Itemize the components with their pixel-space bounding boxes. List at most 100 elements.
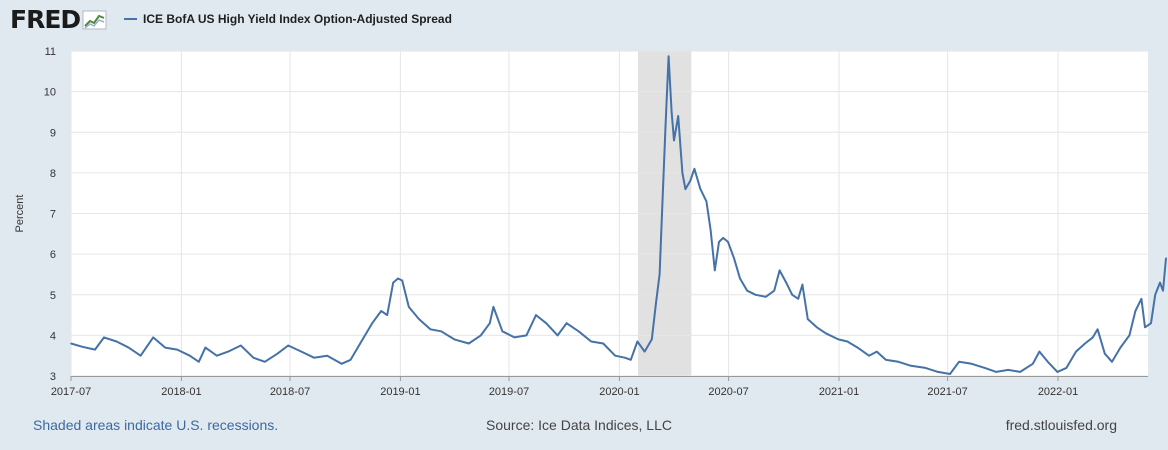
data-point <box>816 326 818 329</box>
data-point <box>693 168 696 170</box>
data-point <box>70 342 72 345</box>
data-point <box>602 342 604 345</box>
data-point <box>995 371 997 373</box>
data-point <box>910 365 912 367</box>
data-point <box>525 334 528 337</box>
data-point <box>1032 363 1034 365</box>
data-point <box>81 345 84 348</box>
data-point <box>1150 322 1152 324</box>
x-tick-label: 2019-01 <box>380 386 420 398</box>
data-point <box>624 356 626 359</box>
line-chart[interactable]: 3 4 5 6 7 8 9 10 11 2017-07 2018-01 2018-07 2019-01 2… <box>0 40 1168 410</box>
data-point <box>667 55 670 58</box>
data-point <box>535 314 537 316</box>
data-point <box>115 340 118 343</box>
data-point <box>1119 346 1122 349</box>
data-point <box>868 354 870 357</box>
data-point <box>746 289 748 292</box>
data-point <box>681 172 684 174</box>
data-point <box>1038 350 1041 353</box>
data-point <box>727 241 729 243</box>
data-point <box>440 330 443 333</box>
data-point <box>1047 360 1049 363</box>
fred-logo-text: FRED <box>10 5 81 34</box>
data-point <box>739 277 741 280</box>
data-point <box>313 356 315 359</box>
data-point <box>468 342 470 345</box>
data-point <box>924 367 927 369</box>
data-point <box>453 338 456 341</box>
data-point <box>176 348 178 351</box>
data-point <box>1056 371 1059 373</box>
data-point <box>1140 298 1143 300</box>
data-point <box>1092 336 1094 339</box>
fred-url-link[interactable]: fred.stlouisfed.org <box>1005 417 1117 433</box>
data-point <box>556 334 559 337</box>
data-point <box>885 358 887 361</box>
data-point <box>577 330 580 333</box>
data-point <box>326 354 329 357</box>
data-point <box>714 269 716 272</box>
data-point <box>797 298 799 300</box>
data-point <box>705 200 708 203</box>
data-point <box>765 295 767 298</box>
data-point <box>1019 371 1021 373</box>
data-point <box>846 340 849 343</box>
y-tick-label: 8 <box>50 168 56 180</box>
data-point <box>958 360 960 363</box>
data-point <box>361 338 364 341</box>
data-point <box>380 310 383 312</box>
x-tick-label: 2021-01 <box>819 386 859 398</box>
data-point <box>545 322 547 324</box>
recession-note-link[interactable]: Shaded areas indicate U.S. recessions. <box>33 417 279 433</box>
chart-footer: Shaded areas indicate U.S. recessions. S… <box>0 410 1168 450</box>
data-point <box>1144 326 1146 329</box>
data-point <box>614 354 616 357</box>
data-point <box>684 188 687 190</box>
data-point <box>513 336 516 339</box>
data-point <box>489 322 491 324</box>
series-line <box>70 55 1167 375</box>
data-point <box>397 277 399 280</box>
y-tick-label: 11 <box>45 46 56 58</box>
data-point <box>689 180 691 182</box>
data-point <box>630 358 632 361</box>
data-point <box>590 340 592 343</box>
data-point <box>801 283 804 286</box>
data-point <box>1065 367 1068 369</box>
data-point <box>1007 369 1009 371</box>
data-point <box>216 354 218 357</box>
data-point <box>837 338 840 341</box>
data-point <box>300 350 303 353</box>
data-point <box>227 350 229 353</box>
y-tick-label: 10 <box>44 87 56 99</box>
data-point <box>664 123 667 125</box>
data-point <box>785 281 787 284</box>
data-point <box>937 371 939 373</box>
data-point <box>673 139 675 142</box>
y-axis-title: Percent <box>14 195 26 233</box>
data-point <box>349 358 352 361</box>
data-point <box>1104 352 1106 355</box>
fred-logo[interactable]: FRED <box>10 6 108 34</box>
data-point <box>386 314 389 316</box>
data-point <box>722 237 724 239</box>
x-tick-label: 2017-07 <box>51 386 91 398</box>
data-point <box>718 241 720 243</box>
data-point <box>778 269 781 272</box>
data-point <box>1111 360 1113 363</box>
x-tick-label: 2020-07 <box>708 386 748 398</box>
data-point <box>103 336 105 339</box>
chart-legend: ICE BofA US High Yield Index Option-Adju… <box>124 12 452 26</box>
chart-area: 3 4 5 6 7 8 9 10 11 2017-07 2018-01 2018-07 2019-01 2… <box>0 40 1168 410</box>
data-point <box>198 360 200 363</box>
data-point <box>856 346 859 349</box>
data-point <box>658 273 661 276</box>
y-tick-label: 4 <box>50 330 56 342</box>
y-tick-label: 6 <box>50 249 56 261</box>
data-point <box>825 332 827 335</box>
data-point <box>876 350 878 353</box>
data-point <box>252 356 255 359</box>
data-point <box>1162 289 1164 292</box>
data-point <box>276 352 279 355</box>
